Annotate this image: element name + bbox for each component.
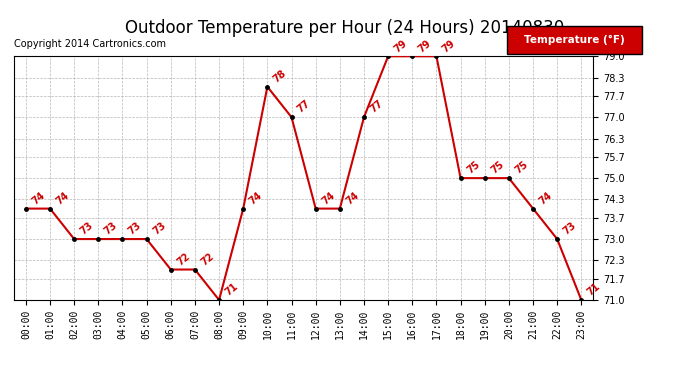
- Text: Outdoor Temperature per Hour (24 Hours) 20140830: Outdoor Temperature per Hour (24 Hours) …: [126, 19, 564, 37]
- Text: 72: 72: [199, 251, 216, 267]
- Text: 74: 74: [248, 190, 264, 206]
- Text: 73: 73: [79, 220, 95, 237]
- Text: 73: 73: [151, 220, 168, 237]
- Text: 77: 77: [368, 99, 385, 115]
- Text: 77: 77: [296, 99, 313, 115]
- Text: 73: 73: [562, 220, 578, 237]
- Text: 74: 74: [538, 190, 554, 206]
- Text: 71: 71: [224, 282, 240, 298]
- Text: 78: 78: [272, 68, 288, 84]
- Text: 79: 79: [441, 38, 457, 54]
- Text: 74: 74: [344, 190, 361, 206]
- Text: 75: 75: [465, 160, 482, 176]
- Text: 74: 74: [320, 190, 337, 206]
- Text: 73: 73: [127, 220, 144, 237]
- Text: Copyright 2014 Cartronics.com: Copyright 2014 Cartronics.com: [14, 39, 166, 50]
- Text: Temperature (°F): Temperature (°F): [524, 35, 625, 45]
- Text: 75: 75: [513, 160, 530, 176]
- Text: 79: 79: [417, 38, 433, 54]
- Text: 75: 75: [489, 160, 506, 176]
- Text: 73: 73: [103, 220, 119, 237]
- Text: 79: 79: [393, 38, 409, 54]
- Text: 74: 74: [30, 190, 47, 206]
- Text: 72: 72: [175, 251, 192, 267]
- Text: 74: 74: [55, 190, 71, 206]
- Text: 71: 71: [586, 282, 602, 298]
